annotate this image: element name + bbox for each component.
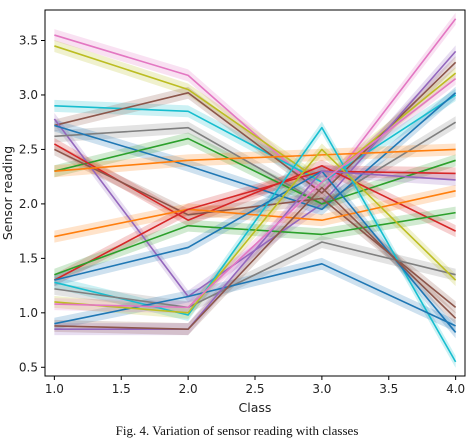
series-line-11 [54, 148, 456, 173]
sensor-line-chart: 1.0 1.5 2.0 2.5 3.0 3.5 4.0 0.5 1.0 1.5 2.0 2.5 3.0… [0, 9, 466, 415]
series-line-18 [54, 263, 456, 327]
series-line-8 [54, 137, 456, 205]
series-line-12 [54, 190, 456, 238]
x-axis-ticks: 1.0 1.5 2.0 2.5 3.0 3.5 4.0 [45, 376, 465, 396]
y-tick-label: 1.0 [19, 306, 38, 320]
series-line-17 [54, 241, 456, 309]
series-band-3 [54, 88, 456, 189]
y-tick-label: 2.0 [19, 197, 38, 211]
series-band-12 [54, 184, 456, 243]
series-line-20 [54, 170, 456, 330]
series-line-19 [54, 148, 457, 314]
series-line-13 [53, 170, 456, 281]
x-tick-label: 2.5 [245, 382, 264, 396]
y-tick-label: 1.5 [19, 251, 38, 265]
series-band-18 [54, 257, 456, 332]
y-axis-ticks: 0.5 1.0 1.5 2.0 2.5 3.0 3.5 [19, 34, 45, 374]
series-line-1 [54, 18, 457, 194]
series-lines [53, 18, 457, 363]
y-axis-label: Sensor reading [0, 146, 15, 240]
y-tick-label: 2.5 [19, 142, 38, 156]
series-band-4 [54, 56, 456, 199]
series-band-1 [54, 12, 456, 199]
series-band-11 [54, 143, 456, 178]
series-band-16 [54, 165, 456, 339]
figure-caption: Fig. 4. Variation of sensor reading with… [115, 423, 359, 438]
x-tick-label: 4.0 [446, 382, 465, 396]
x-tick-label: 3.0 [312, 382, 331, 396]
x-axis-label: Class [239, 400, 272, 415]
series-line-6 [54, 121, 457, 205]
series-band-2 [54, 39, 456, 189]
y-tick-label: 3.0 [19, 88, 38, 102]
series-line-22 [54, 186, 457, 330]
series-line-7 [54, 92, 457, 211]
series-line-21 [54, 77, 457, 309]
x-tick-label: 2.0 [179, 382, 198, 396]
y-tick-label: 3.5 [19, 34, 38, 48]
x-tick-label: 1.5 [112, 382, 131, 396]
x-tick-label: 1.0 [45, 382, 64, 396]
x-tick-label: 3.5 [379, 382, 398, 396]
y-tick-label: 0.5 [19, 360, 38, 374]
